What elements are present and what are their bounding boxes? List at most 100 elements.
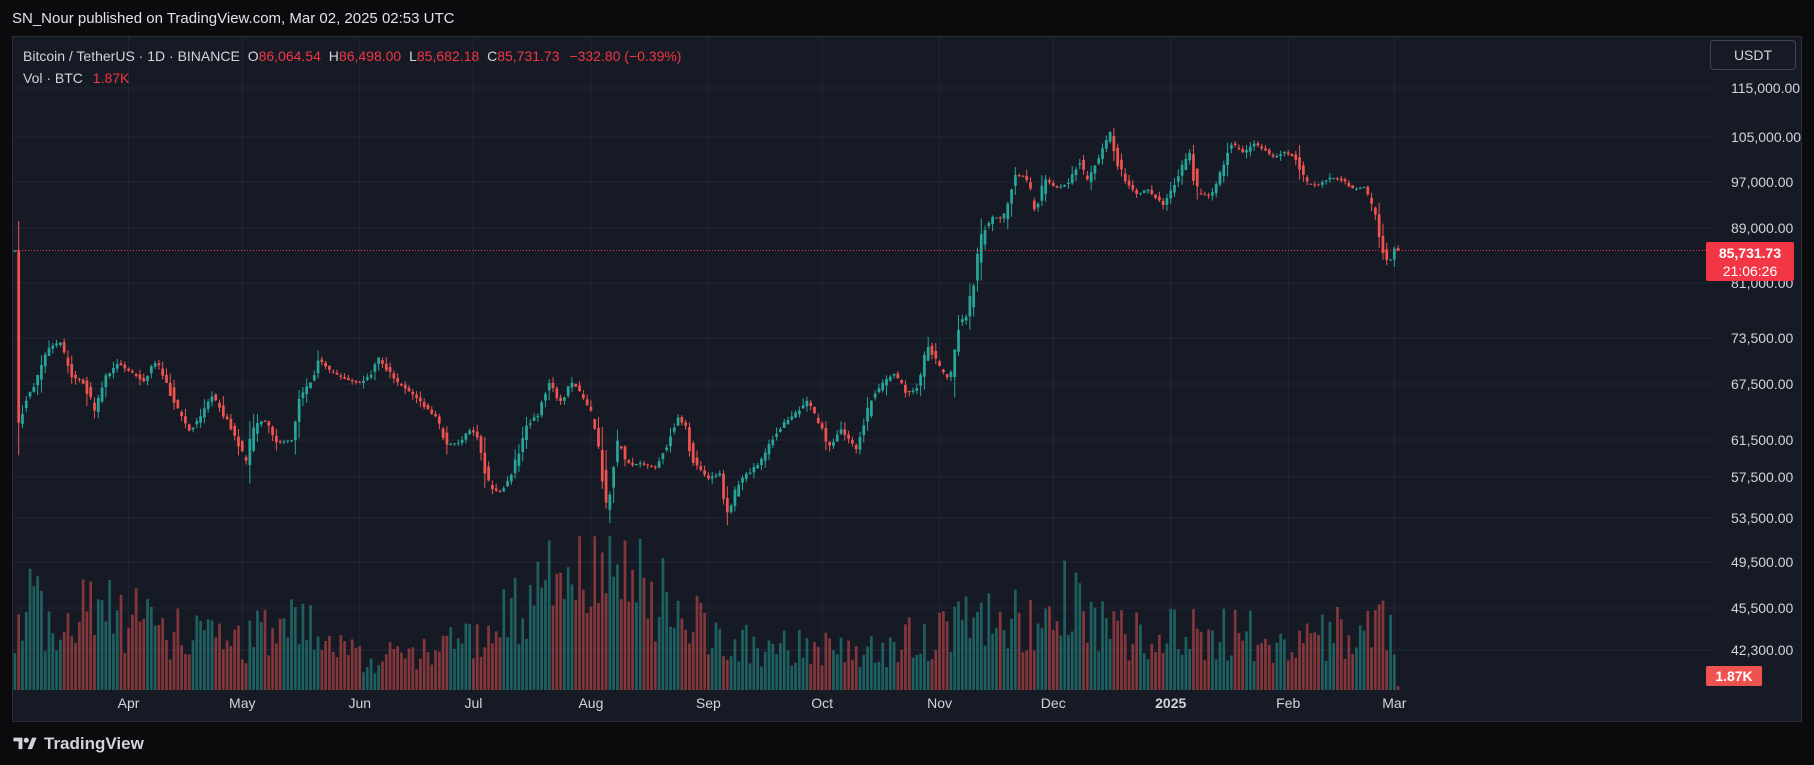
volume-bar [1154,652,1157,690]
volume-bar [521,618,525,690]
volume-bar [142,618,146,690]
candle-body [362,380,365,384]
volume-bar [1131,643,1135,690]
candle-body [1313,184,1317,186]
volume-bar [131,614,134,690]
candle-body [672,427,676,432]
volume-bar [89,581,93,690]
candle-body [669,436,672,447]
candle-body [923,354,926,377]
candle-body [1389,259,1392,261]
volume-bar [1025,650,1029,690]
volume-bar [1260,642,1264,690]
volume-bar [468,624,472,690]
volume-bar [1006,648,1010,690]
candle-body [343,377,346,379]
candle-body [229,418,233,430]
candle-body [104,375,108,388]
candle-body [419,397,422,402]
candle-body [1396,248,1400,251]
volume-bar [415,669,418,690]
volume-bar [1211,630,1214,690]
candle-body [85,380,89,395]
volume-bar [1347,635,1351,690]
candle-body [472,430,475,433]
volume-bar [278,618,282,690]
volume-bar [676,600,680,690]
candle-body [286,440,290,442]
candle-body [373,364,377,372]
symbol-title[interactable]: Bitcoin / TetherUS · 1D · BINANCE [23,48,240,64]
volume-label[interactable]: Vol · BTC [23,70,83,86]
candle-body [407,387,411,392]
volume-bar [494,631,498,690]
candle-body [1131,185,1135,190]
volume-bar [714,622,718,690]
volume-bar [691,631,695,690]
volume-bar [365,667,369,690]
volume-bar [498,637,502,690]
candle-body [953,349,957,377]
candle-body [904,384,907,393]
volume-bar [1085,642,1089,690]
volume-bar [411,647,415,690]
volume-bar [112,633,115,690]
volume-bar [407,648,411,690]
candle-body [214,394,218,401]
candle-body [1320,182,1324,185]
volume-bar [551,605,555,690]
volume-bar [513,578,517,690]
volume-bar [559,572,562,690]
volume-bar [1116,620,1120,690]
candle-body [153,363,157,367]
volume-bar [638,539,642,690]
candle-body [1165,198,1169,205]
candle-body [1267,149,1271,154]
volume-bar [248,620,252,690]
volume-bar [1180,654,1184,690]
volume-bar [1146,659,1150,690]
candle-body [282,441,286,443]
candle-body [1305,177,1309,182]
currency-selector[interactable]: USDT [1710,40,1796,70]
x-tick-label: Sep [696,695,721,711]
candle-body [1226,152,1229,166]
candle-body [938,361,941,367]
volume-bar [259,622,263,690]
candle-body [1283,152,1286,154]
candle-body [1188,152,1192,161]
candle-body [1374,207,1377,215]
volume-bar [1358,625,1362,690]
candle-body [851,440,854,444]
volume-bar [1355,647,1358,690]
volume-bar [976,611,979,690]
candle-body [1127,180,1131,186]
candle-body [464,433,468,440]
high-value: 86,498.00 [338,48,402,64]
volume-bar [1339,619,1343,690]
candle-body [1169,190,1173,199]
tradingview-brand[interactable]: TradingView [12,734,144,754]
candle-body [51,345,55,349]
volume-bar [1309,633,1313,690]
y-tick-label: 53,500.00 [1731,510,1793,526]
candle-body [517,453,521,466]
y-tick-label: 45,500.00 [1731,600,1793,616]
volume-bar [1070,631,1074,690]
candle-body [47,347,51,357]
volume-bar [1245,631,1248,690]
candle-body [494,488,498,491]
candle-body [210,396,214,402]
candle-body [203,408,206,418]
candle-body [718,473,722,476]
candle-body [1245,149,1248,153]
candle-body [1199,193,1203,195]
volume-bar [809,663,813,690]
volume-bar [604,593,608,690]
volume-bar [608,536,612,690]
volume-bar [1150,643,1154,690]
volume-bar [1139,624,1142,690]
volume-bar [991,633,994,690]
candle-body [36,374,39,386]
